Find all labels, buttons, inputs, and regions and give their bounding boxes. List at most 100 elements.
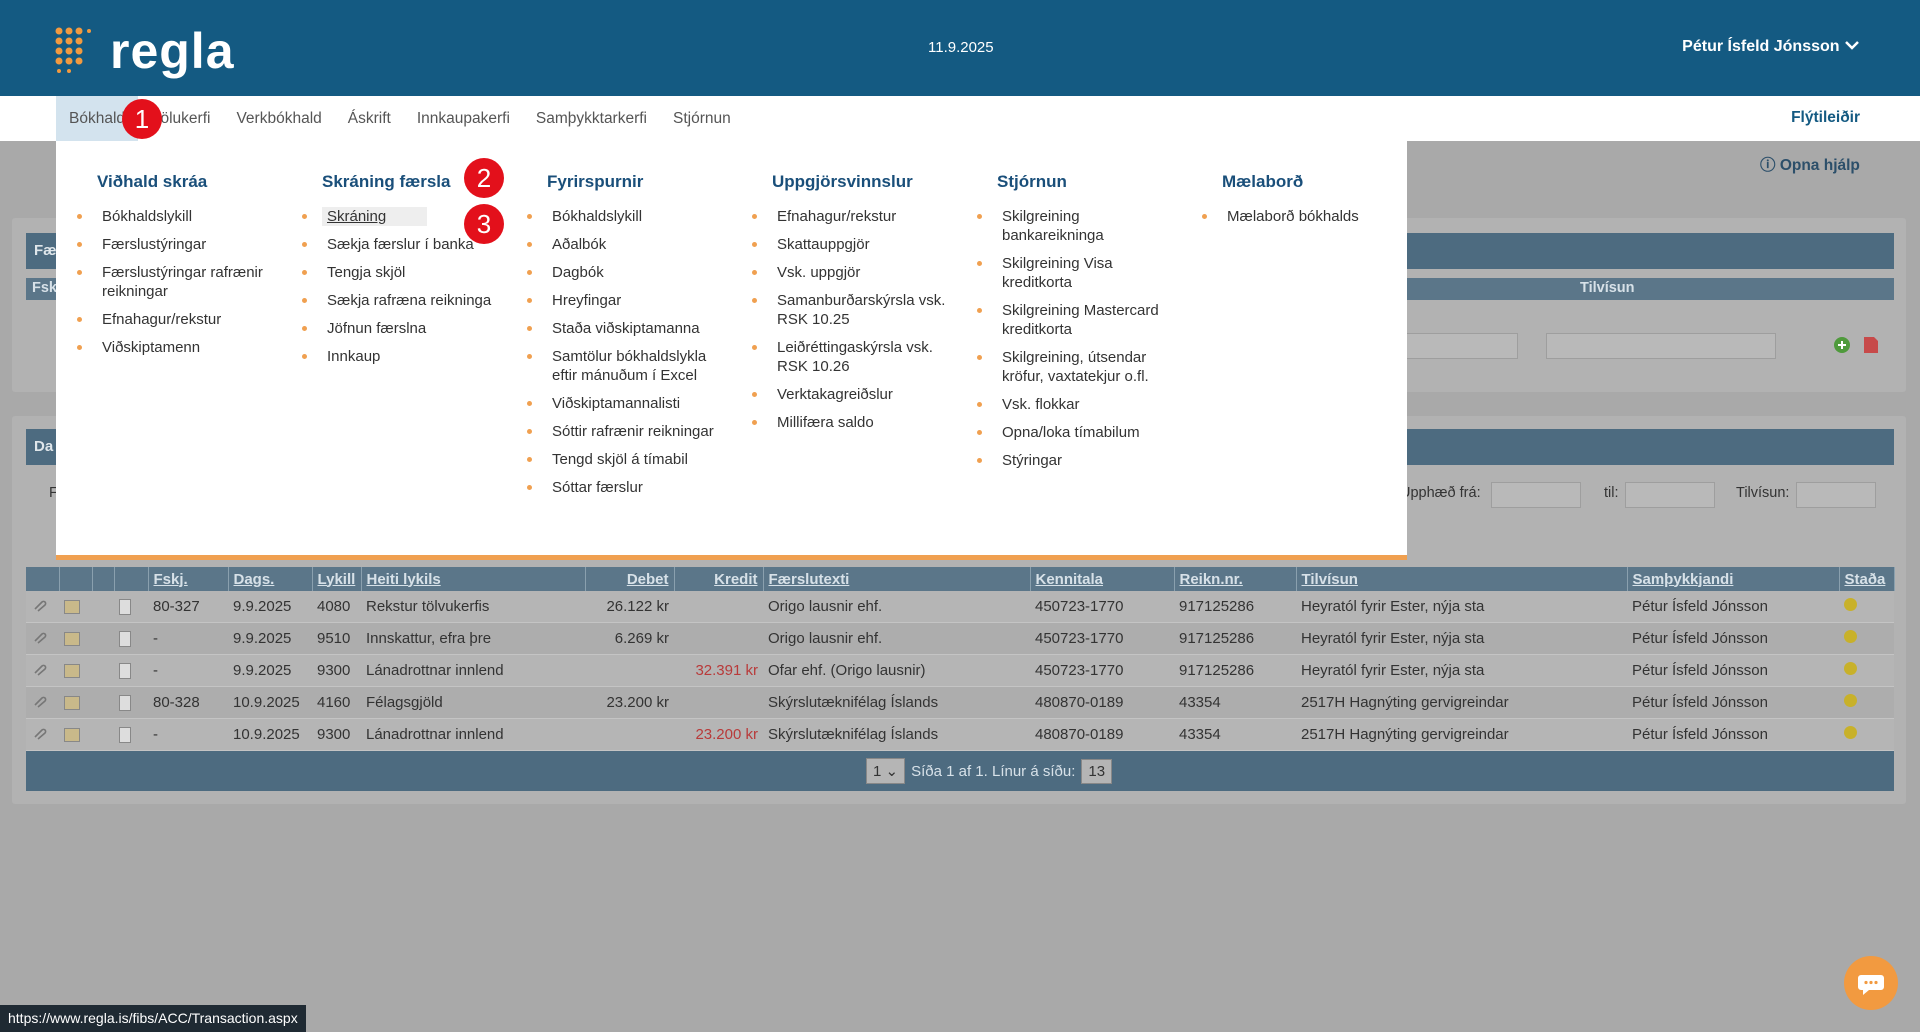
nav-item[interactable]: Verkbókhald [236, 110, 322, 127]
menu-heading[interactable]: Stjórnun [997, 172, 1067, 191]
voucher-symbol[interactable] [119, 599, 131, 616]
menu-item[interactable]: Vsk. flokkar [977, 395, 1174, 414]
input[interactable] [1400, 333, 1518, 359]
logo[interactable]: regla [110, 23, 235, 79]
column-header[interactable]: Færslutexti [763, 567, 1031, 591]
menu-item[interactable]: Vsk. uppgjör [752, 263, 949, 282]
shortcuts[interactable]: Flýtileiðir [1791, 109, 1860, 126]
help-text[interactable]: Opna hjálp [1779, 157, 1860, 174]
menu-item[interactable]: Skilgreining bankareikninga [977, 207, 1174, 245]
menu-item[interactable]: Jöfnun færslna [302, 319, 499, 338]
menu-heading[interactable]: Uppgjörsvinnslur [772, 172, 913, 191]
menu-heading[interactable]: Skráning færsla [322, 172, 451, 191]
nav-item[interactable]: Innkaupakerfi [416, 110, 510, 127]
voucher-icon[interactable] [114, 591, 148, 623]
menu-item[interactable]: Sækja færslur í banka [302, 235, 499, 254]
menu-item[interactable]: Hreyfingar [527, 291, 724, 310]
menu-item[interactable]: Bókhaldslykill [527, 207, 724, 226]
menu-item[interactable]: Efnahagur/rekstur [752, 207, 949, 226]
doc-symbol[interactable] [64, 664, 80, 679]
menu-item[interactable]: Opna/loka tímabilum [977, 423, 1174, 442]
attach-icon[interactable] [26, 718, 59, 751]
doc-icon[interactable] [59, 654, 92, 687]
menu-item[interactable]: Skráning [302, 207, 427, 226]
menu-item[interactable]: Sóttar færslur [527, 478, 724, 497]
menu-item[interactable]: Tengd skjöl á tímabil [527, 450, 724, 469]
menu-item[interactable]: Dagbók [527, 263, 724, 282]
doc-icon[interactable] [59, 622, 92, 655]
column-header[interactable]: Lykill [312, 567, 362, 591]
menu-item[interactable]: Innkaup [302, 347, 499, 366]
menu-item[interactable]: Sóttir rafrænir reikningar [527, 422, 724, 441]
voucher-icon[interactable] [114, 718, 148, 751]
menu-item[interactable]: Skilgreining Mastercard kreditkorta [977, 301, 1174, 339]
voucher-symbol[interactable] [119, 695, 131, 712]
user-menu[interactable]: Pétur Ísfeld Jónsson [1682, 38, 1860, 56]
doc-symbol[interactable] [64, 600, 80, 615]
menu-item[interactable]: Samtölur bókhaldslykla eftir mánuðum í E… [527, 347, 724, 385]
column-header[interactable]: Kennitala [1030, 567, 1175, 591]
nav-item[interactable]: Tölukerfi [151, 110, 211, 127]
menu-item[interactable]: Viðskiptamannalisti [527, 394, 724, 413]
nav-item[interactable]: Stjórnun [673, 110, 731, 127]
input[interactable] [1625, 482, 1715, 508]
menu-item[interactable]: Efnahagur/rekstur [77, 310, 274, 329]
help-link[interactable]: ⓘ Opna hjálp [1760, 157, 1860, 174]
column-header[interactable]: Dags. [228, 567, 313, 591]
column-header[interactable]: Reikn.nr. [1174, 567, 1297, 591]
menu-item[interactable]: Verktakagreiðslur [752, 385, 949, 404]
menu-item[interactable]: Samanburðarskýrsla vsk. RSK 10.25 [752, 291, 949, 329]
menu-item[interactable]: Leiðréttingaskýrsla vsk. RSK 10.26 [752, 338, 949, 376]
doc-symbol[interactable] [64, 696, 80, 711]
menu-item[interactable]: Skattauppgjör [752, 235, 949, 254]
menu-heading[interactable]: Mælaborð [1222, 172, 1304, 191]
column-header[interactable]: Staða [1839, 567, 1895, 591]
menu-item[interactable]: Mælaborð bókhalds [1202, 207, 1399, 226]
menu-heading[interactable]: Fyrirspurnir [547, 172, 644, 191]
voucher-symbol[interactable] [119, 631, 131, 648]
page-number[interactable]: 1 [873, 763, 882, 780]
voucher-icon[interactable] [114, 686, 148, 719]
page-select[interactable]: 1 ⌄ [866, 758, 906, 784]
menu-item[interactable]: Skilgreining, útsendar kröfur, vaxtatekj… [977, 348, 1174, 386]
input[interactable] [1491, 482, 1581, 508]
attach-icon[interactable] [26, 591, 59, 623]
doc-icon[interactable] [59, 591, 92, 623]
menu-item[interactable]: Millifæra saldo [752, 413, 949, 432]
attach-icon[interactable] [26, 686, 59, 719]
doc-icon[interactable] [59, 686, 92, 719]
column-header[interactable]: Debet [585, 567, 675, 591]
doc-symbol[interactable] [64, 728, 80, 743]
input[interactable] [1796, 482, 1876, 508]
voucher-symbol[interactable] [119, 727, 131, 744]
column-header[interactable]: Tilvísun [1296, 567, 1628, 591]
doc-symbol[interactable] [64, 632, 80, 647]
menu-item[interactable]: Skilgreining Visa kreditkorta [977, 254, 1174, 292]
menu-item[interactable]: Aðalbók [527, 235, 724, 254]
voucher-icon[interactable] [114, 654, 148, 687]
menu-item[interactable]: Tengja skjöl [302, 263, 499, 282]
chat-button[interactable] [1844, 956, 1898, 1010]
column-header[interactable]: Kredit [674, 567, 764, 591]
row-actions[interactable] [1832, 335, 1882, 355]
menu-item[interactable]: Færslustýringar rafrænir reikningar [77, 263, 274, 301]
menu-item[interactable]: Viðskiptamenn [77, 338, 274, 357]
rows-per-page[interactable]: 13 [1081, 758, 1113, 784]
attach-icon[interactable] [26, 654, 59, 687]
column-header[interactable]: Fskj. [148, 567, 229, 591]
menu-item[interactable]: Staða viðskiptamanna [527, 319, 724, 338]
menu-item[interactable]: Sækja rafræna reikninga [302, 291, 499, 310]
doc-icon[interactable] [59, 718, 92, 751]
voucher-symbol[interactable] [119, 663, 131, 680]
nav-item[interactable]: Samþykktarkerfi [535, 110, 648, 127]
menu-item[interactable]: Stýringar [977, 451, 1174, 470]
menu-item[interactable]: Færslustýringar [77, 235, 274, 254]
column-header[interactable]: Samþykkjandi [1627, 567, 1840, 591]
menu-item[interactable]: Bókhaldslykill [77, 207, 274, 226]
menu-heading[interactable]: Viðhald skráa [97, 172, 208, 191]
column-header[interactable]: Heiti lykils [361, 567, 586, 591]
voucher-icon[interactable] [114, 622, 148, 655]
user-name[interactable]: Pétur Ísfeld Jónsson [1682, 38, 1840, 55]
attach-icon[interactable] [26, 622, 59, 655]
nav-item[interactable]: Áskrift [347, 110, 391, 127]
